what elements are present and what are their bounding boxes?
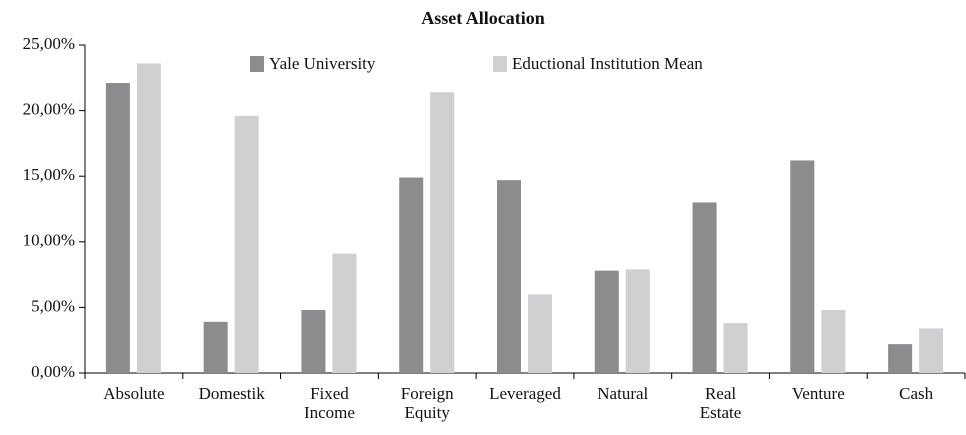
bar (399, 177, 424, 373)
bar (594, 270, 619, 373)
bar (430, 92, 455, 374)
bar (625, 269, 650, 373)
x-tick-label: Foreign Equity (401, 384, 454, 422)
x-tick-label: Fixed Income (304, 384, 355, 422)
bar (497, 180, 521, 373)
bar (692, 202, 717, 373)
y-tick-label: 15,00% (23, 165, 75, 184)
bar (136, 63, 161, 373)
bar (301, 310, 326, 373)
bar (821, 310, 846, 373)
y-tick-label: 0,00% (31, 362, 75, 381)
bar (919, 328, 944, 373)
bar (203, 321, 228, 373)
x-tick-label: Venture (792, 384, 845, 403)
legend-label: Yale University (269, 54, 376, 73)
chart-title: Asset Allocation (421, 8, 545, 28)
x-tick-label: Natural (597, 384, 648, 403)
bar (105, 83, 130, 373)
legend-swatch (250, 56, 264, 72)
y-tick-label: 20,00% (23, 100, 75, 119)
x-tick-label: Domestik (199, 384, 266, 403)
legend-label: Eductional Institution Mean (512, 54, 703, 73)
y-tick-label: 10,00% (23, 231, 75, 250)
legend-swatch (493, 56, 507, 72)
y-tick-label: 25,00% (23, 34, 75, 53)
bar (790, 160, 815, 373)
bar (723, 323, 748, 373)
y-tick-label: 5,00% (31, 296, 75, 315)
bar (332, 253, 357, 373)
bar (234, 115, 259, 374)
bar (888, 344, 913, 373)
x-tick-label: Real Estate (700, 384, 742, 422)
x-tick-label: Leveraged (489, 384, 561, 403)
x-tick-label: Absolute (103, 384, 164, 403)
bar (528, 294, 552, 373)
x-tick-label: Cash (899, 384, 934, 403)
